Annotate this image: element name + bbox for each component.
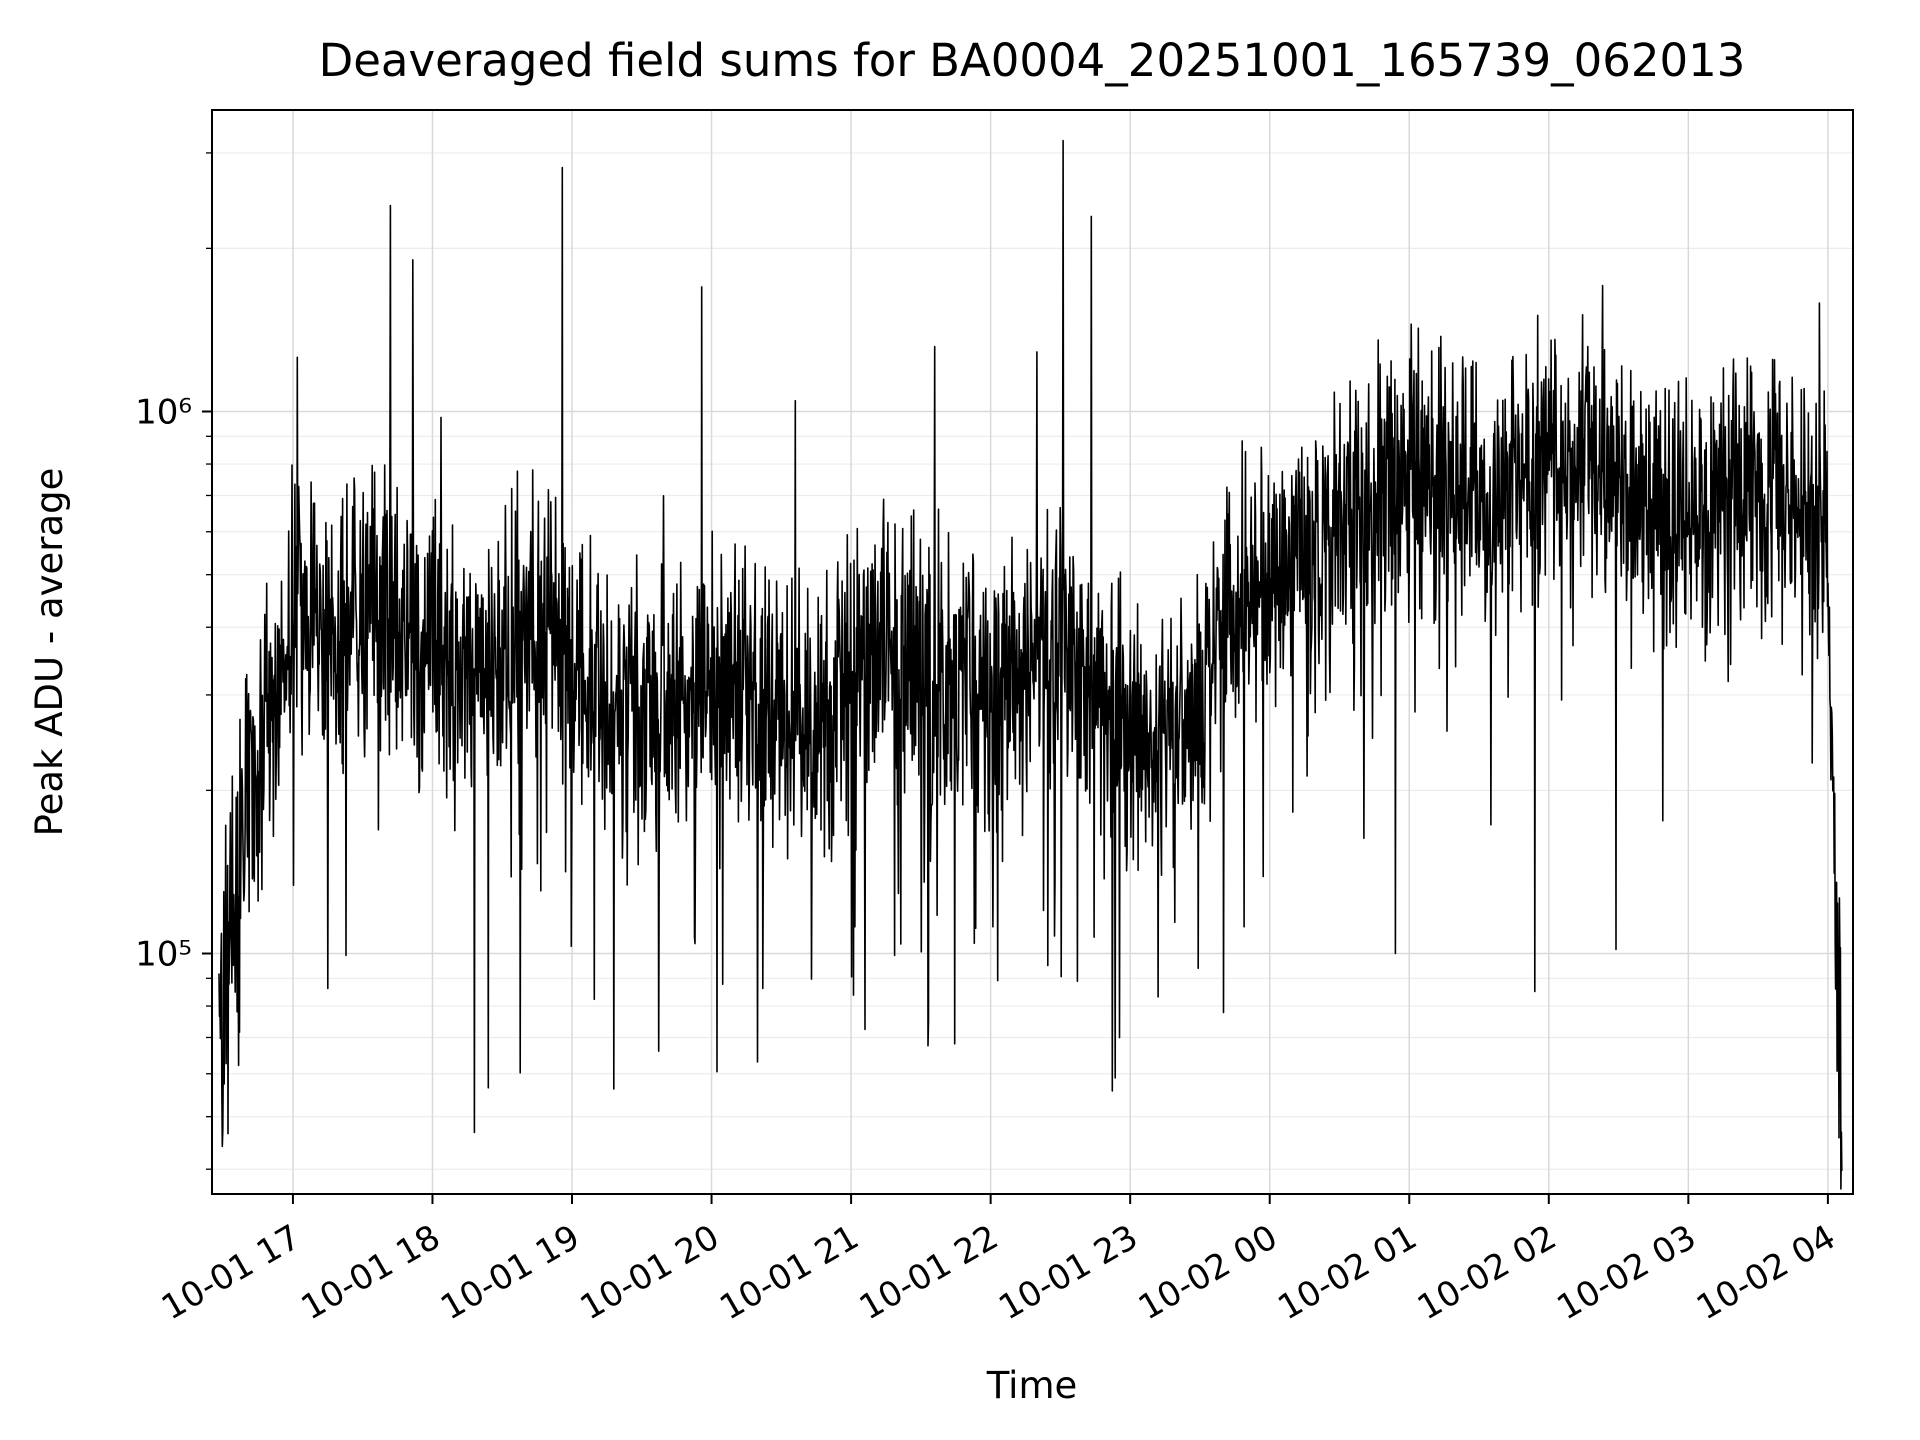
x-tick-label: 10-01 18 [295, 1217, 447, 1328]
y-tick-label: 10⁶ [135, 393, 192, 433]
x-tick-label: 10-02 04 [1690, 1217, 1842, 1328]
x-tick-label: 10-02 02 [1411, 1217, 1563, 1328]
y-tick-labels: 10⁵ 10⁶ [135, 393, 192, 975]
y-tick-label: 10⁵ [135, 935, 192, 975]
x-tick-label: 10-01 19 [434, 1217, 586, 1328]
chart-title: Deaveraged field sums for BA0004_2025100… [319, 34, 1746, 87]
x-tick-label: 10-01 23 [992, 1217, 1144, 1328]
x-axis-label: Time [986, 1364, 1078, 1407]
x-tick-label: 10-01 20 [574, 1217, 726, 1328]
axes-frame [211, 109, 1854, 1195]
data-series [218, 139, 1843, 1190]
axis-ticks [202, 152, 1829, 1204]
x-tick-label: 10-02 03 [1550, 1217, 1702, 1328]
x-tick-label: 10-01 17 [155, 1217, 307, 1328]
x-tick-label: 10-01 22 [853, 1217, 1005, 1328]
x-tick-label: 10-02 00 [1132, 1217, 1284, 1328]
y-axis-label: Peak ADU - average [28, 468, 71, 837]
x-tick-label: 10-02 01 [1271, 1217, 1423, 1328]
data-series-line [218, 139, 1843, 1190]
x-tick-label: 10-01 21 [713, 1217, 865, 1328]
